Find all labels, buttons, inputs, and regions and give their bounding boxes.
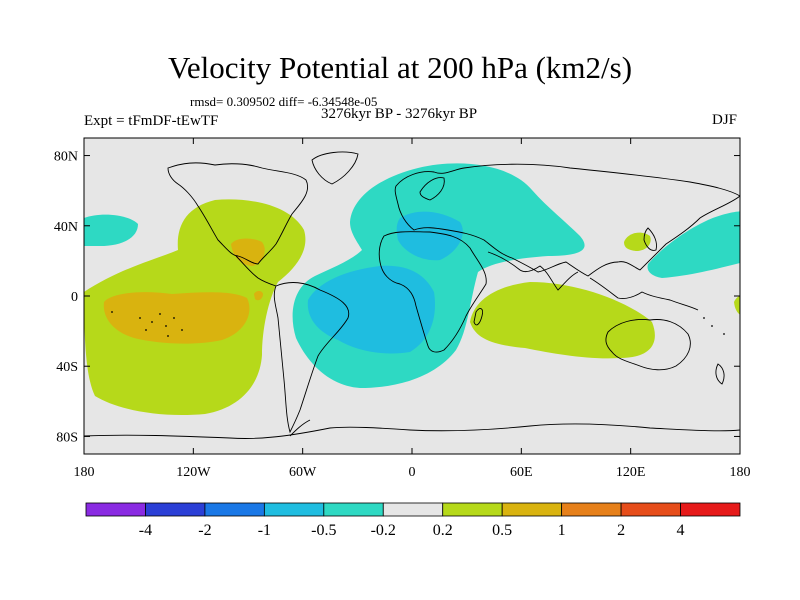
y-tick-label: 40N bbox=[54, 220, 78, 235]
pos05-region-small bbox=[254, 291, 263, 301]
colorbar-swatch bbox=[680, 502, 741, 517]
x-tick-label: 0 bbox=[409, 465, 416, 480]
period-label: 3276kyr BP - 3276kyr BP bbox=[321, 106, 478, 122]
stats-label: rmsd= 0.309502 diff= -6.34548e-05 bbox=[190, 94, 378, 109]
season-label: DJF bbox=[712, 112, 738, 128]
pos-region-southern-indian bbox=[470, 282, 655, 359]
colorbar-label: -0.5 bbox=[311, 522, 336, 539]
x-tick-label: 60E bbox=[510, 465, 533, 480]
neg05-region-north-africa bbox=[396, 211, 463, 261]
coast-antarctica bbox=[84, 423, 740, 439]
coast-australia bbox=[605, 319, 691, 371]
colorbar-swatch bbox=[323, 502, 384, 517]
coast-arabia-india bbox=[487, 251, 579, 291]
contour-fills bbox=[84, 163, 740, 416]
y-tick-label: 80N bbox=[54, 150, 78, 165]
colorbar-swatch bbox=[204, 502, 265, 517]
coast-europe-asia bbox=[394, 163, 740, 277]
y-axis: 80N 40N 0 40S 80S bbox=[54, 150, 740, 445]
y-tick-label: 0 bbox=[71, 290, 78, 305]
y-tick-label: 40S bbox=[56, 360, 78, 375]
x-tick-label: 60W bbox=[289, 465, 317, 480]
coastlines bbox=[84, 151, 740, 439]
x-tick-label: 180 bbox=[730, 465, 751, 480]
colorbar-swatch bbox=[382, 502, 444, 517]
coast-central-america bbox=[235, 255, 277, 287]
colorbar-label: -0.2 bbox=[371, 522, 396, 539]
pos-region-east-edge bbox=[734, 296, 740, 315]
x-axis: 180 120W 60W 0 60E 120E 180 bbox=[74, 138, 751, 480]
colorbar: -4 -2 -1 -0.5 -0.2 0.2 0.5 1 2 4 bbox=[85, 502, 741, 539]
colorbar-label: 0.5 bbox=[492, 522, 512, 539]
neg-region-east-pacific bbox=[647, 211, 740, 278]
colorbar-label: 1 bbox=[558, 522, 566, 539]
coast-antarctic-peninsula bbox=[289, 419, 311, 437]
pos05-region-pacific bbox=[103, 292, 250, 344]
colorbar-swatch bbox=[620, 502, 681, 517]
coast-madagascar bbox=[473, 308, 483, 326]
x-tick-label: 180 bbox=[74, 465, 95, 480]
experiment-label: Expt = tFmDF-tEwTF bbox=[84, 113, 219, 129]
colorbar-swatch bbox=[561, 502, 622, 517]
colorbar-label: 2 bbox=[617, 522, 625, 539]
coast-north-america bbox=[167, 162, 308, 265]
colorbar-label: 4 bbox=[677, 522, 685, 539]
colorbar-swatch bbox=[85, 502, 146, 517]
colorbar-swatch bbox=[145, 502, 206, 517]
colorbar-swatch bbox=[501, 502, 563, 517]
coast-japan bbox=[643, 227, 657, 251]
colorbar-swatch bbox=[442, 502, 503, 517]
colorbar-swatch bbox=[263, 502, 325, 517]
colorbar-label: -2 bbox=[198, 522, 211, 539]
island-dots bbox=[111, 311, 725, 337]
colorbar-label: 0.2 bbox=[433, 522, 453, 539]
coast-southeast-asia bbox=[589, 277, 699, 311]
y-tick-label: 80S bbox=[56, 430, 78, 445]
neg-region-west-pacific bbox=[84, 214, 138, 246]
plot-title: Velocity Potential at 200 hPa (km2/s) bbox=[167, 50, 633, 85]
colorbar-label: -4 bbox=[139, 522, 152, 539]
x-tick-label: 120W bbox=[176, 465, 211, 480]
colorbar-label: -1 bbox=[258, 522, 271, 539]
coast-africa bbox=[378, 231, 487, 353]
coast-greenland bbox=[311, 151, 359, 185]
coast-south-america bbox=[273, 282, 350, 434]
neg05-region-africa-atlantic bbox=[307, 265, 435, 354]
coast-scandinavia bbox=[419, 177, 445, 201]
x-tick-label: 120E bbox=[616, 465, 646, 480]
coast-new-zealand bbox=[715, 363, 725, 385]
